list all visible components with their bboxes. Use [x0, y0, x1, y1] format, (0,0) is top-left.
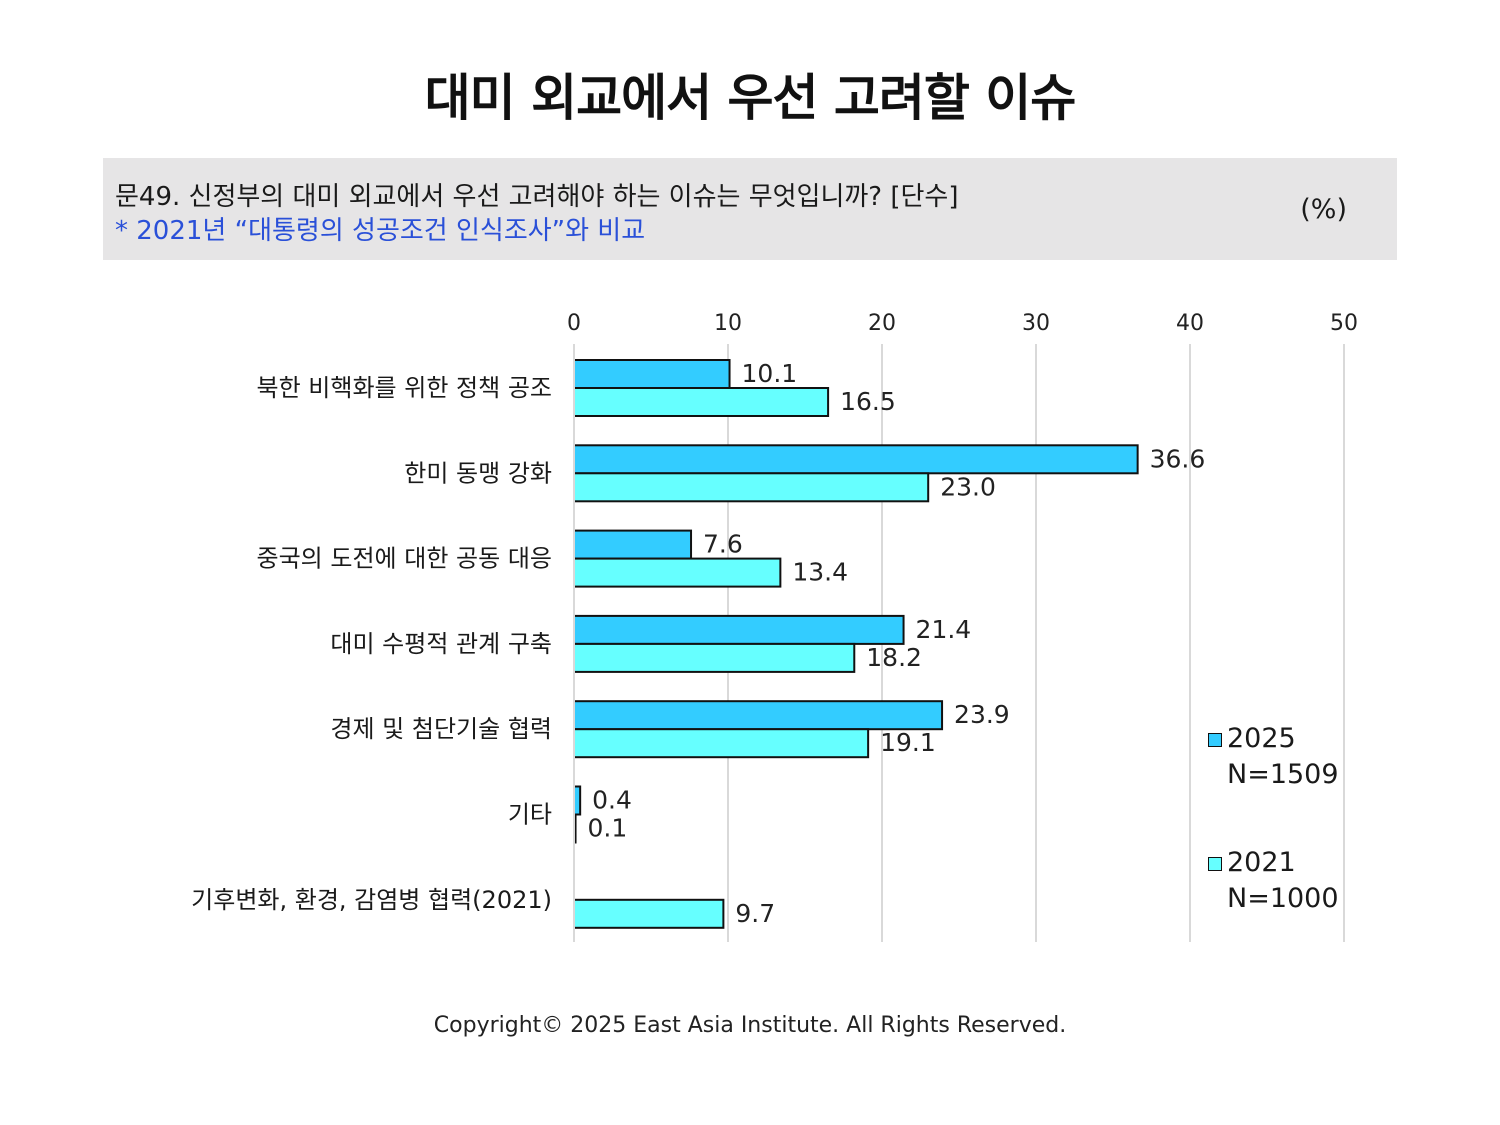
copyright: Copyright© 2025 East Asia Institute. All… [433, 1013, 1067, 1038]
bar-2021 [573, 387, 830, 417]
bar-2021 [573, 642, 856, 673]
chart-title: 대미 외교에서 우선 고려할 이슈 [424, 69, 1077, 127]
data-label: 21.4 [916, 615, 972, 644]
category-label: 대미 수평적 관계 구축 [330, 630, 552, 658]
data-label: 9.7 [735, 899, 775, 928]
x-tick-label: 50 [1330, 311, 1358, 336]
data-label: 7.6 [703, 530, 743, 559]
data-label: 16.5 [840, 387, 896, 416]
data-label: 23.9 [954, 700, 1010, 729]
category-label: 기후변화, 환경, 감염병 협력(2021) [191, 886, 552, 914]
x-tick-label: 0 [567, 311, 581, 336]
x-tick-label: 30 [1022, 311, 1050, 336]
bar-2021 [573, 472, 930, 503]
category-label: 경제 및 첨단기술 협력 [330, 715, 552, 743]
bar-2021 [573, 898, 725, 929]
bar-2021 [573, 728, 870, 759]
comparison-note: * 2021년 “대통령의 성공조건 인식조사”와 비교 [115, 216, 646, 246]
x-tick-label: 40 [1176, 311, 1204, 336]
unit-label: (%) [1300, 194, 1347, 225]
category-label: 중국의 도전에 대한 공동 대응 [257, 545, 552, 573]
x-tick-label: 20 [868, 311, 896, 336]
data-label: 10.1 [742, 359, 798, 388]
bar-2025 [573, 444, 1139, 475]
data-label: 23.0 [940, 472, 996, 501]
legend-swatch-2025 [1208, 733, 1222, 747]
bar-2025 [573, 614, 905, 645]
question-text: 문49. 신정부의 대미 외교에서 우선 고려해야 하는 이슈는 무엇입니까? … [115, 182, 959, 212]
legend-n-2021: N=1000 [1227, 883, 1339, 914]
data-label: 19.1 [880, 728, 936, 757]
data-label: 0.1 [588, 814, 628, 843]
x-tick-label: 10 [714, 311, 742, 336]
legend-swatch-2021 [1208, 857, 1222, 871]
legend-label-2025: 2025 [1227, 723, 1296, 754]
question-box: 문49. 신정부의 대미 외교에서 우선 고려해야 하는 이슈는 무엇입니까? … [103, 158, 1397, 260]
data-label: 13.4 [792, 558, 848, 587]
data-label: 0.4 [592, 786, 632, 815]
category-label: 기타 [508, 801, 552, 829]
category-label: 북한 비핵화를 위한 정책 공조 [257, 374, 552, 402]
data-label: 36.6 [1150, 444, 1206, 473]
category-label: 한미 동맹 강화 [404, 459, 552, 487]
bar-2025 [573, 700, 944, 731]
bar-2021 [573, 557, 782, 588]
bar-2025 [573, 529, 693, 560]
legend-label-2021: 2021 [1227, 847, 1296, 878]
data-label: 18.2 [866, 643, 922, 672]
bar-2025 [573, 359, 731, 389]
legend-n-2025: N=1509 [1227, 759, 1339, 790]
